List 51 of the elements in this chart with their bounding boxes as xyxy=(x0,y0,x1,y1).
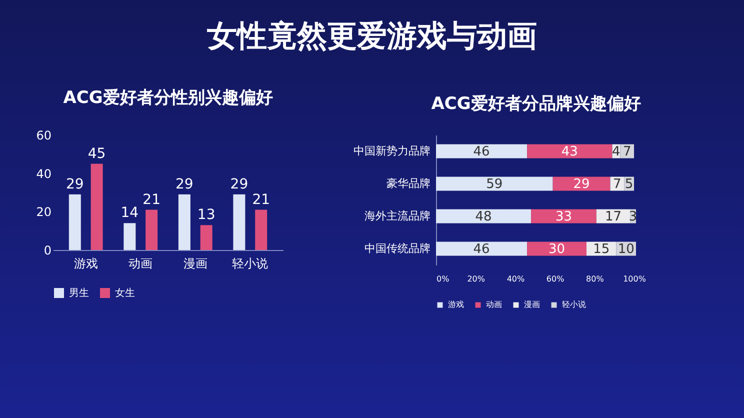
legend-label: 女生 xyxy=(115,287,135,299)
y-tick-label: 20 xyxy=(36,205,52,220)
x-tick-label: 动画 xyxy=(128,256,153,270)
data-label: 3 xyxy=(628,209,638,224)
x-tick-label: 20% xyxy=(467,274,486,284)
data-label: 29 xyxy=(66,176,84,192)
y-tick-label: 豪华品牌 xyxy=(386,176,430,190)
y-tick-label: 中国新势力品牌 xyxy=(354,144,430,158)
data-label: 14 xyxy=(120,205,139,222)
chart-title: ACG爱好者分性别兴趣偏好 xyxy=(63,88,273,108)
chart-title: ACG爱好者分品牌兴趣偏好 xyxy=(431,94,641,114)
x-tick-label: 0% xyxy=(436,274,450,284)
data-label: 17 xyxy=(604,209,622,224)
legend-label: 轻小说 xyxy=(562,300,586,309)
data-label: 29 xyxy=(176,176,194,192)
data-label: 10 xyxy=(618,242,634,257)
legend-label: 动画 xyxy=(486,300,502,309)
text: 女性竟然更爱游戏与动画 xyxy=(206,18,538,56)
data-label: 21 xyxy=(142,192,160,208)
data-label: 46 xyxy=(473,242,490,257)
x-tick-label: 60% xyxy=(546,274,565,284)
data-label: 4 xyxy=(612,144,620,160)
x-tick-label: 40% xyxy=(506,274,525,284)
x-tick-label: 轻小说 xyxy=(232,256,268,270)
x-tick-label: 游戏 xyxy=(74,256,98,270)
y-tick-label: 中国传统品牌 xyxy=(364,242,430,255)
data-label: 15 xyxy=(593,242,610,257)
data-label: 29 xyxy=(230,176,248,192)
x-tick-label: 80% xyxy=(586,274,604,284)
y-tick-label: 0 xyxy=(44,244,52,258)
data-label: 7 xyxy=(622,144,632,160)
data-label: 29 xyxy=(573,176,590,192)
data-label: 45 xyxy=(88,146,106,162)
data-label: 33 xyxy=(555,209,572,224)
data-label: 59 xyxy=(486,176,503,192)
data-label: 21 xyxy=(252,192,270,208)
y-tick-label: 海外主流品牌 xyxy=(364,209,430,222)
data-label: 30 xyxy=(548,242,566,257)
y-tick-label: 60 xyxy=(36,128,52,142)
x-tick-label: 漫画 xyxy=(183,256,208,270)
data-label: 13 xyxy=(197,207,216,224)
data-label: 7 xyxy=(613,176,622,192)
x-tick-label: 100% xyxy=(623,274,646,284)
legend-label: 游戏 xyxy=(448,300,464,309)
data-label: 43 xyxy=(561,144,578,160)
y-tick-label: 40 xyxy=(36,166,52,181)
data-label: 46 xyxy=(473,144,490,160)
legend-label: 男生 xyxy=(69,287,89,299)
data-label: 48 xyxy=(475,209,492,224)
legend-label: 漫画 xyxy=(524,300,540,309)
data-label: 5 xyxy=(624,176,634,192)
